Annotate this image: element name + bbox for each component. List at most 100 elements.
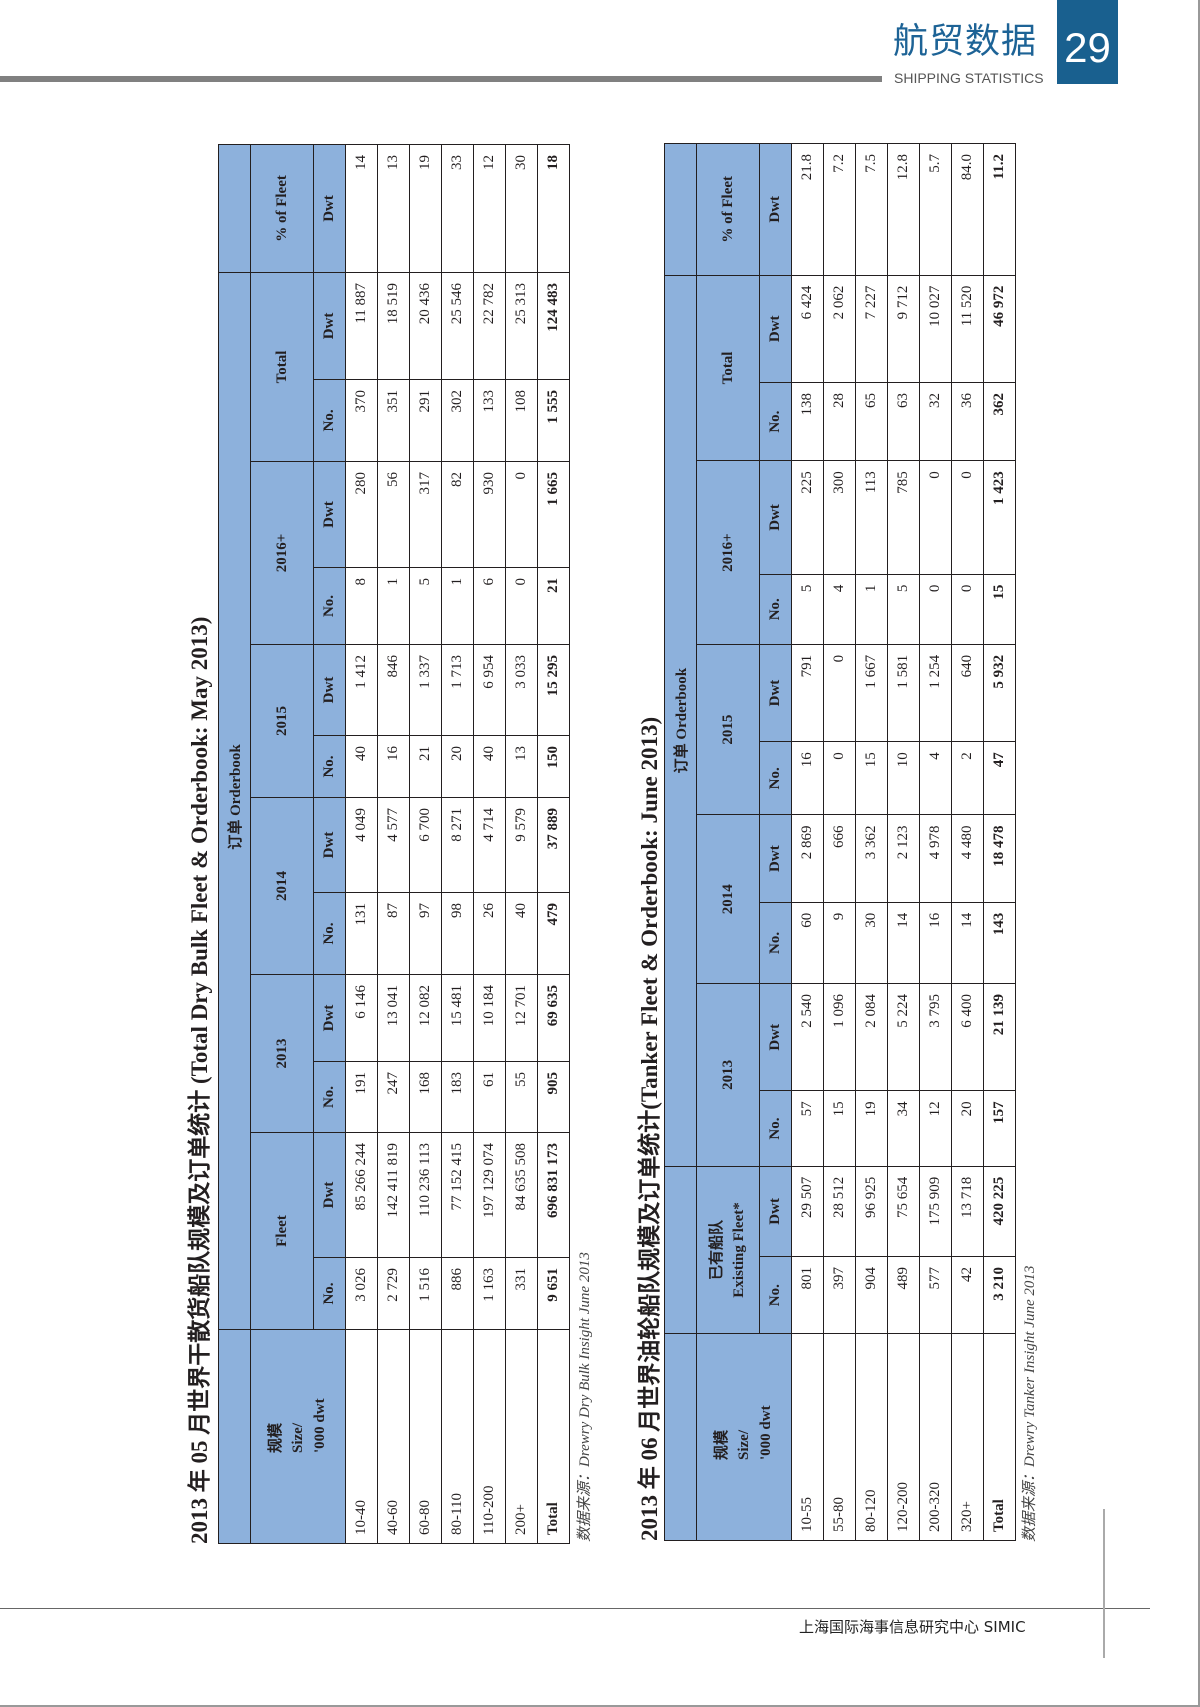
value-cell: 131 <box>345 892 378 975</box>
value-cell: 12 <box>473 144 506 273</box>
value-cell: 10 027 <box>919 275 952 383</box>
value-cell: 1 412 <box>345 644 378 736</box>
value-cell: 4 978 <box>919 814 952 903</box>
value-cell: 331 <box>505 1257 538 1330</box>
table-row: 200+ 331 84 635 508 55 12 701 40 9 579 13 3 033 0… <box>505 144 538 1544</box>
value-cell: 1 581 <box>887 644 920 742</box>
value-cell: 57 <box>791 1090 824 1167</box>
value-cell: 1 667 <box>855 644 888 742</box>
value-cell: 13 718 <box>951 1166 984 1257</box>
year-header: 2016+ <box>696 460 760 645</box>
header-blank <box>218 1329 251 1544</box>
value-cell: 143 <box>983 902 1016 984</box>
value-cell: 13 <box>505 735 538 798</box>
header-band-1: 订单 Orderbook <box>664 143 697 1541</box>
fleet-header-en: Fleet <box>274 1215 290 1247</box>
header-blank <box>218 272 251 462</box>
value-cell: 84.0 <box>951 143 984 276</box>
table-row: 10-40 3 026 85 266 244 191 6 146 131 4 049 40 1 … <box>345 144 378 1544</box>
value-cell: 1 337 <box>409 644 442 736</box>
value-cell: 11.2 <box>983 143 1016 276</box>
header-band-1: 订单 Orderbook <box>218 144 251 1544</box>
value-cell: 13 <box>377 144 410 273</box>
value-cell: 96 925 <box>855 1166 888 1257</box>
value-cell: 142 411 819 <box>377 1132 410 1258</box>
value-cell: 20 436 <box>409 272 442 380</box>
value-cell: 14 <box>887 902 920 984</box>
value-cell: 110 236 113 <box>409 1132 442 1258</box>
value-cell: 85 266 244 <box>345 1132 378 1258</box>
table-row: 200-320 577 175 909 12 3 795 16 4 978 4 1 254 0 0 3… <box>919 143 952 1541</box>
value-cell: 87 <box>377 892 410 975</box>
value-cell: 0 <box>919 574 952 645</box>
header-blank <box>664 1166 697 1334</box>
size-header-line: '000 dwt <box>312 1398 328 1453</box>
value-cell: 2 869 <box>791 814 824 903</box>
value-cell: 351 <box>377 379 410 462</box>
size-header: 规模 Size/ '000 dwt <box>250 1329 346 1544</box>
value-cell: 40 <box>505 892 538 975</box>
value-cell: 63 <box>887 382 920 461</box>
no-header: No. <box>759 902 792 984</box>
value-cell: 4 577 <box>377 797 410 893</box>
size-label: 200+ <box>505 1329 538 1544</box>
value-cell: 28 512 <box>823 1166 856 1257</box>
section-title-en: SHIPPING STATISTICS <box>894 70 1044 86</box>
value-cell: 2 084 <box>855 983 888 1091</box>
value-cell: 97 <box>409 892 442 975</box>
value-cell: 22 782 <box>473 272 506 380</box>
no-header: No. <box>759 574 792 645</box>
value-cell: 930 <box>473 461 506 568</box>
size-header-line: 规模 <box>714 1429 730 1460</box>
total-row: Total 9 651 696 831 173 905 69 635 479 37 889 1… <box>537 144 570 1544</box>
value-cell: 6 400 <box>951 983 984 1091</box>
value-cell: 16 <box>377 735 410 798</box>
value-cell: 2 <box>951 741 984 815</box>
value-cell: 14 <box>345 144 378 273</box>
value-cell: 905 <box>537 1061 570 1133</box>
value-cell: 1 555 <box>537 379 570 462</box>
table-2-title: 2013 年 06 月世界油轮船队规模及订单统计(Tanker Fleet & … <box>637 716 662 1541</box>
value-cell: 18 478 <box>983 814 1016 903</box>
dry-bulk-fleet-table: 订单 Orderbook 规模 Size/'000 dwt Fleet 2013 2014… <box>218 144 570 1544</box>
value-cell: 302 <box>441 379 474 462</box>
fleet-header: Fleet <box>250 1132 314 1330</box>
value-cell: 3 026 <box>345 1257 378 1330</box>
value-cell: 3 362 <box>855 814 888 903</box>
data-table: 订单 Orderbook 规模 Size/'000 dwt Fleet 2013 2014… <box>218 144 570 1544</box>
value-cell: 4 <box>919 741 952 815</box>
no-header: No. <box>759 1256 792 1334</box>
data-table: 订单 Orderbook 规模 Size/ '000 dwt 已有船队 Existing … <box>664 143 1016 1541</box>
dwt-header: Dwt <box>759 143 792 276</box>
value-cell: 904 <box>855 1256 888 1334</box>
header-rule <box>0 76 882 82</box>
no-header: No. <box>759 1090 792 1167</box>
value-cell: 10 184 <box>473 974 506 1062</box>
dwt-header: Dwt <box>313 797 346 893</box>
value-cell: 12 <box>919 1090 952 1167</box>
value-cell: 20 <box>951 1090 984 1167</box>
value-cell: 4 <box>823 574 856 645</box>
value-cell: 9 579 <box>505 797 538 893</box>
header-blank <box>664 1333 697 1541</box>
size-label: 40-60 <box>377 1329 410 1544</box>
value-cell: 37 889 <box>537 797 570 893</box>
value-cell: 69 635 <box>537 974 570 1062</box>
value-cell: 2 123 <box>887 814 920 903</box>
value-cell: 124 483 <box>537 272 570 380</box>
footer-rule <box>0 1608 1150 1609</box>
value-cell: 150 <box>537 735 570 798</box>
value-cell: 0 <box>951 460 984 575</box>
value-cell: 75 654 <box>887 1166 920 1257</box>
value-cell: 3 033 <box>505 644 538 736</box>
dwt-header: Dwt <box>759 460 792 575</box>
header-band-3: No. Dwt No. Dwt No. Dwt No. Dwt No. Dwt No. Dwt Dwt <box>759 143 792 1541</box>
value-cell: 1 096 <box>823 983 856 1091</box>
value-cell: 7 227 <box>855 275 888 383</box>
value-cell: 21 <box>537 567 570 645</box>
value-cell: 60 <box>791 902 824 984</box>
value-cell: 56 <box>377 461 410 568</box>
value-cell: 5 224 <box>887 983 920 1091</box>
value-cell: 46 972 <box>983 275 1016 383</box>
size-label: 110-200 <box>473 1329 506 1544</box>
